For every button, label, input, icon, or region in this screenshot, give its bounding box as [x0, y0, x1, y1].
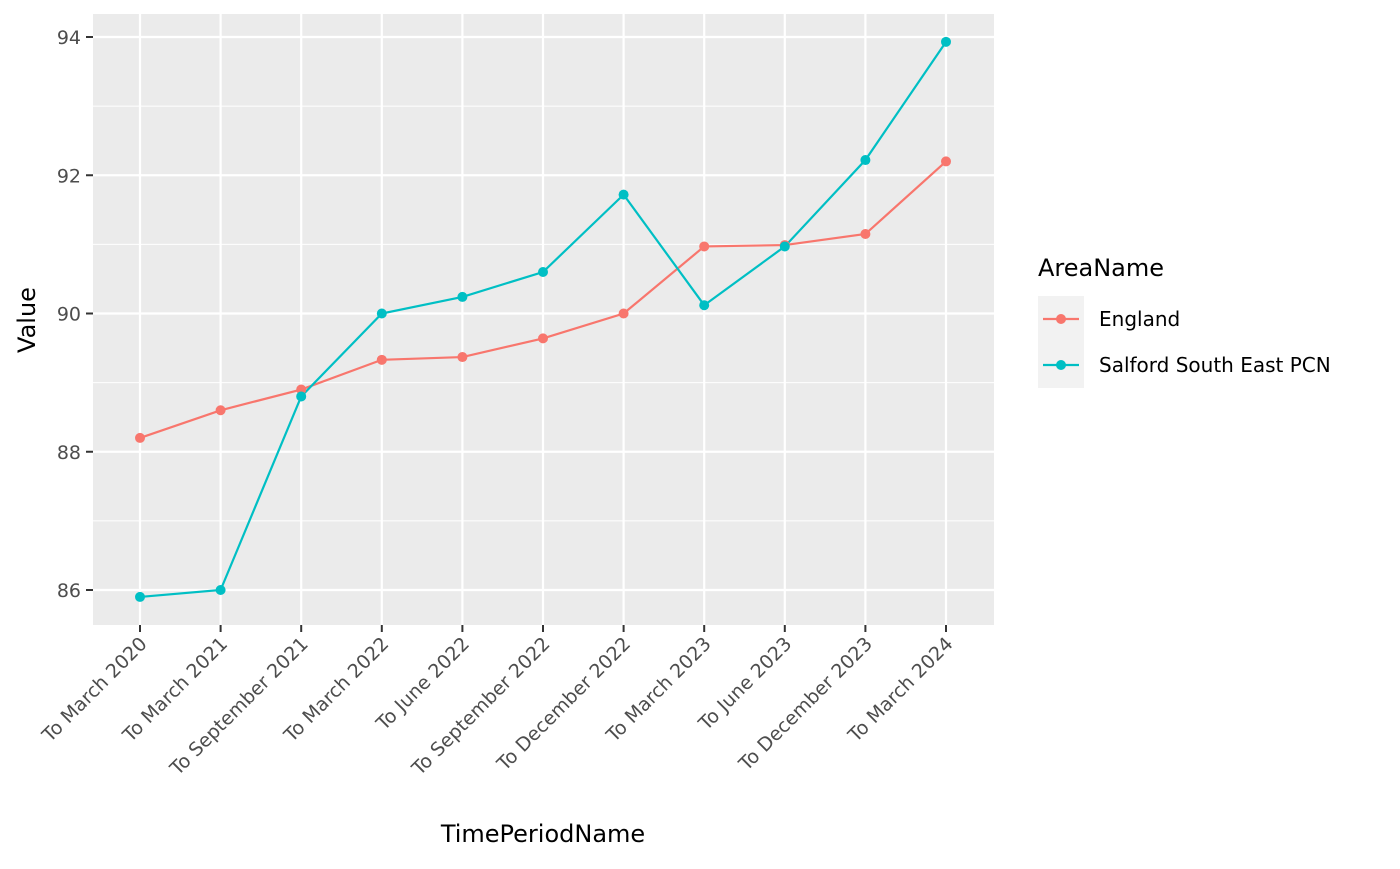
- legend-label: Salford South East PCN: [1099, 353, 1331, 377]
- data-point: [135, 432, 145, 443]
- series-layer: [135, 36, 951, 602]
- data-point: [699, 300, 710, 311]
- legend: AreaName England Salford South East PCN: [1038, 254, 1331, 388]
- data-point: [215, 405, 226, 416]
- data-point: [941, 36, 951, 47]
- y-tick-label: 94: [57, 27, 81, 49]
- data-point: [538, 267, 548, 278]
- x-tick-label: To December 2023: [734, 633, 877, 776]
- data-point: [860, 155, 871, 166]
- data-point: [618, 308, 629, 319]
- data-point: [860, 229, 871, 240]
- legend-key-point: [1056, 314, 1066, 324]
- x-axis-title: TimePeriodName: [440, 820, 645, 848]
- data-point: [215, 585, 226, 595]
- legend-key-point: [1056, 360, 1066, 370]
- data-point: [135, 591, 145, 602]
- data-point: [457, 352, 468, 363]
- data-point: [538, 333, 548, 344]
- grid-layer: [93, 14, 994, 625]
- y-tick-label: 92: [57, 165, 81, 187]
- data-point: [376, 354, 387, 365]
- data-point: [457, 291, 468, 302]
- x-tick-label: To September 2021: [165, 633, 312, 780]
- data-point: [699, 241, 710, 252]
- x-tick-label: To December 2022: [492, 633, 635, 776]
- legend-label: England: [1099, 307, 1180, 331]
- y-tick-label: 88: [57, 442, 81, 464]
- y-tick-label: 90: [57, 304, 81, 326]
- data-point: [941, 156, 951, 167]
- data-point: [296, 384, 307, 395]
- y-tick-label: 86: [57, 580, 81, 602]
- data-point: [618, 189, 629, 200]
- data-point: [376, 308, 387, 319]
- data-point: [296, 391, 307, 402]
- data-point: [779, 241, 790, 252]
- legend-title: AreaName: [1038, 254, 1164, 282]
- y-axis-title: Value: [13, 287, 41, 353]
- x-tick-label: To September 2022: [407, 633, 554, 780]
- legend-items: England Salford South East PCN: [1038, 296, 1331, 388]
